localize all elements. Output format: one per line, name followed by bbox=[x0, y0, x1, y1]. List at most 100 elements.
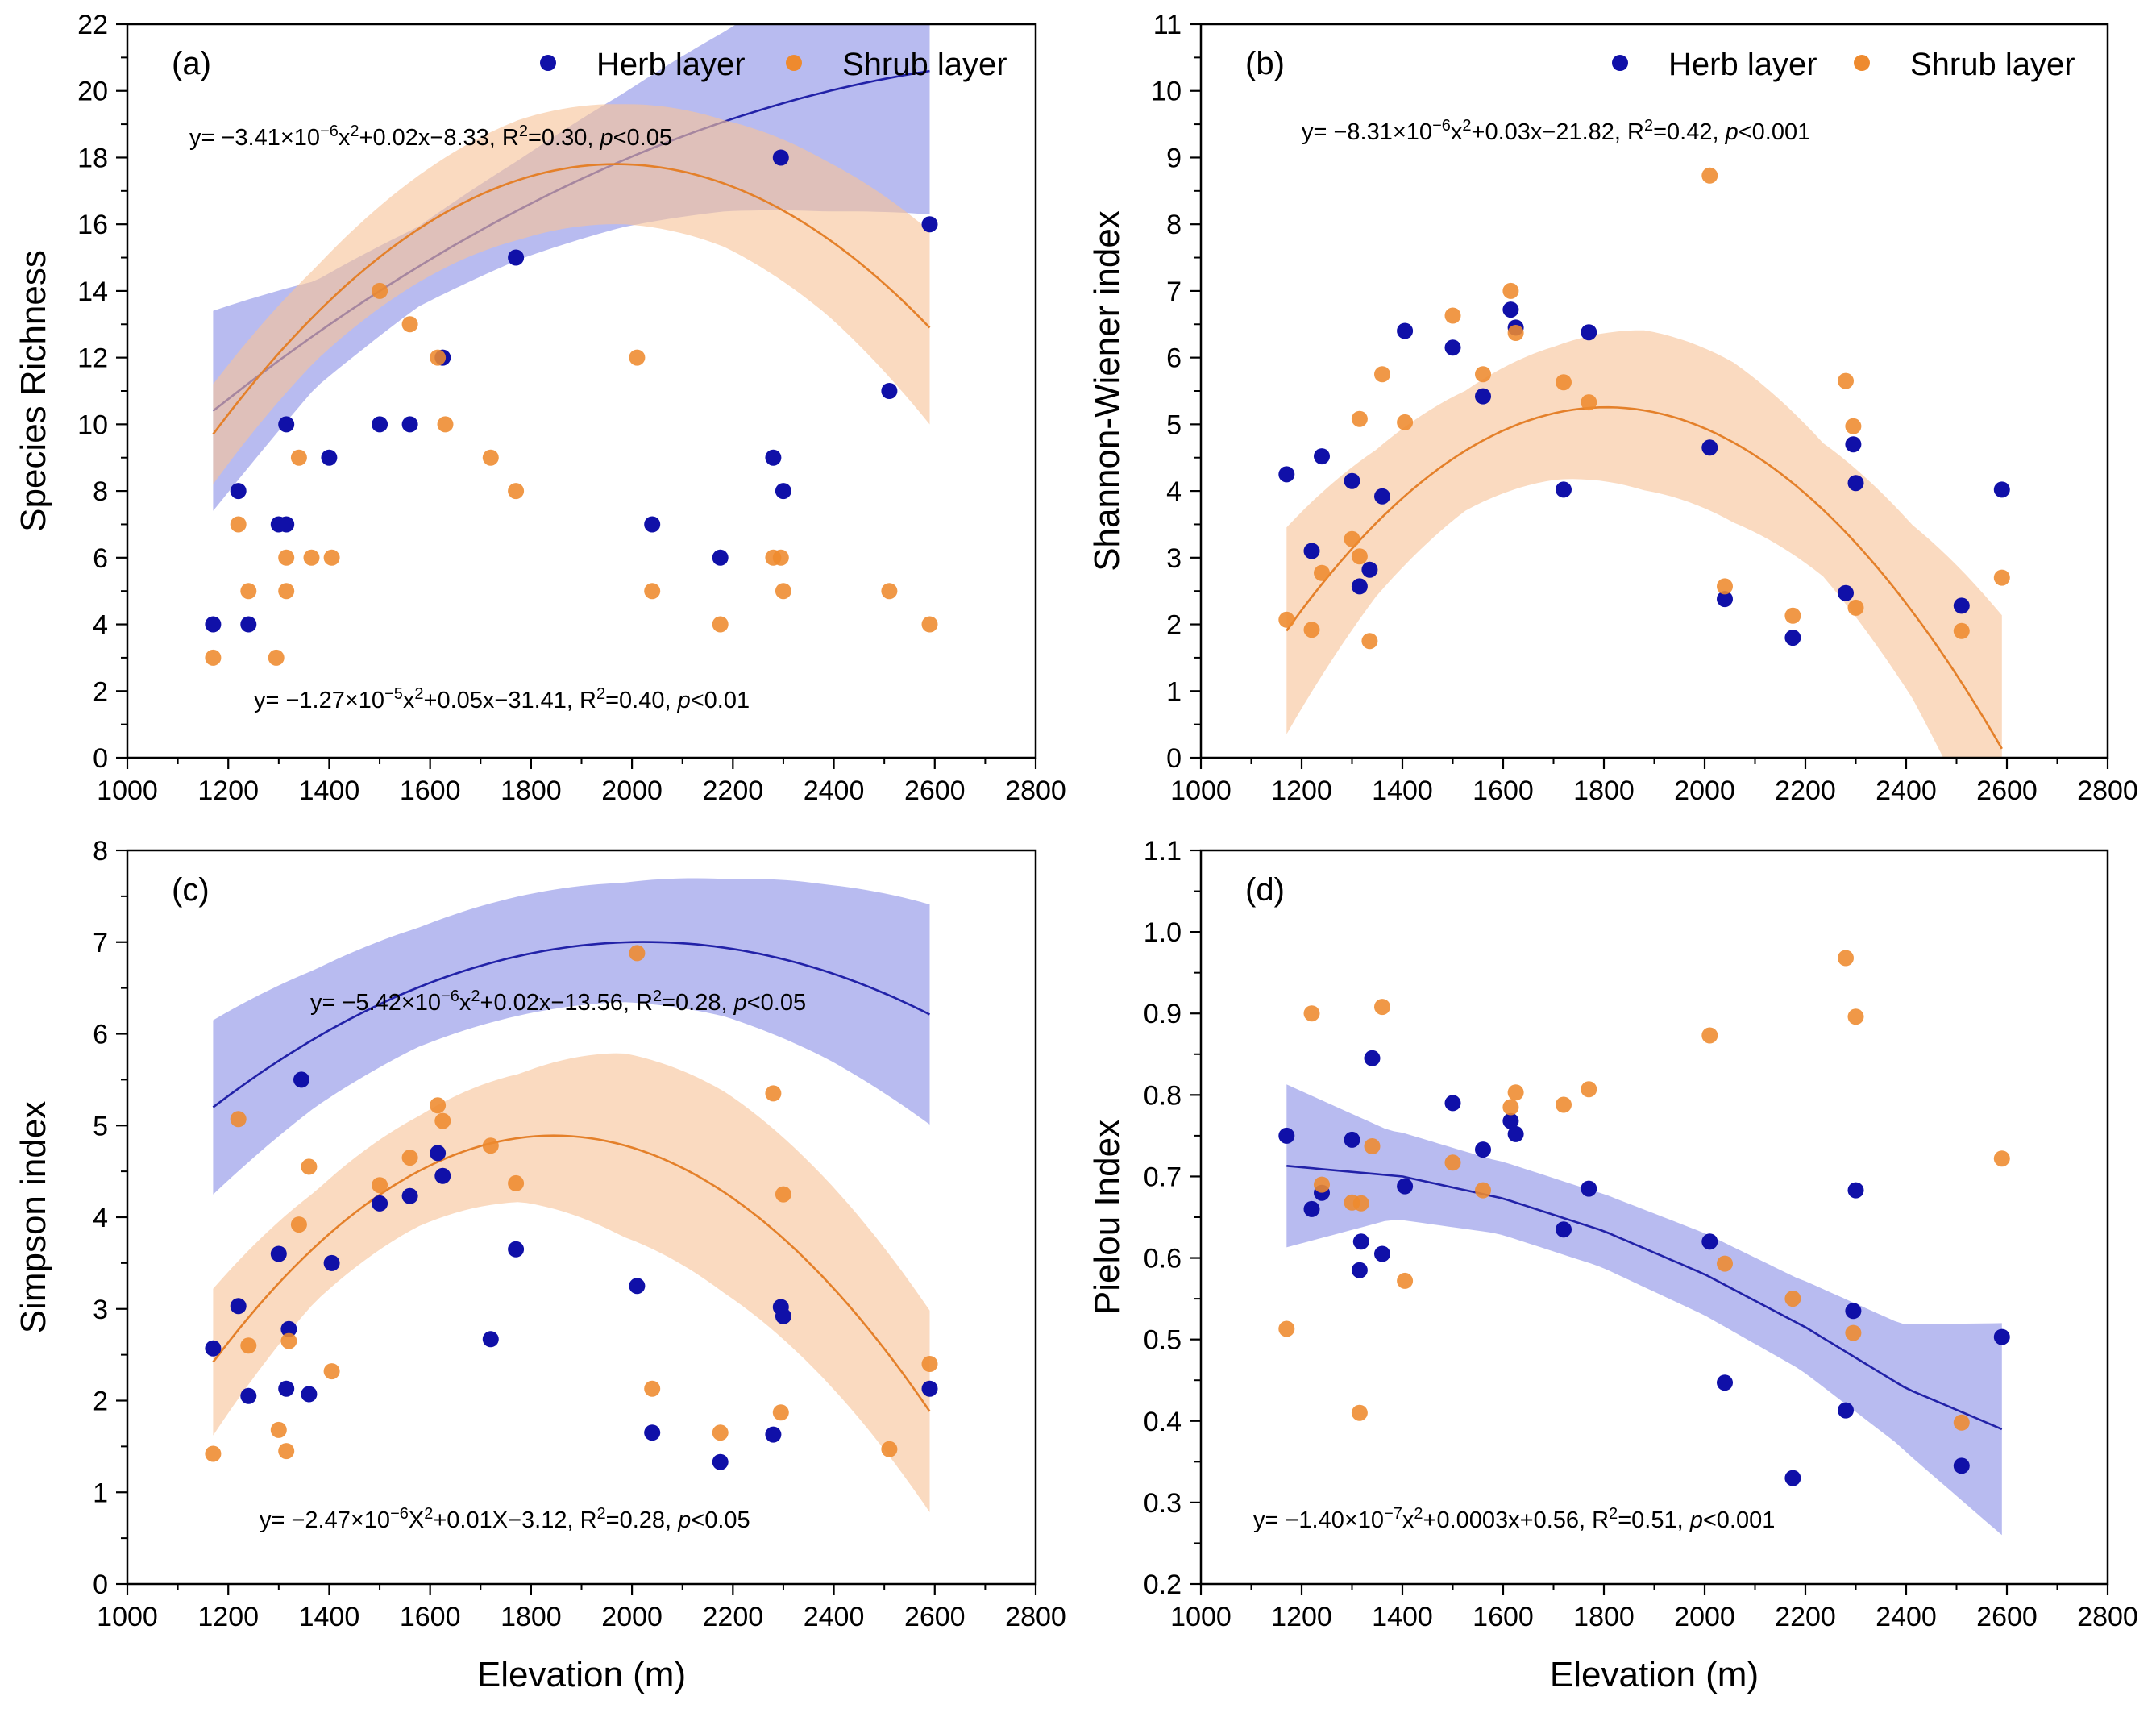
x-tick-label: 2600 bbox=[904, 775, 966, 806]
fit-equation: y= −5.42×10−6x2+0.02x−13.56, R2=0.28, p<… bbox=[310, 987, 806, 1016]
x-tick-label: 1600 bbox=[1473, 1602, 1534, 1632]
data-point-shrub bbox=[1847, 1008, 1864, 1025]
data-point-shrub bbox=[240, 583, 257, 600]
data-point-herb bbox=[881, 383, 898, 399]
data-point-shrub bbox=[1993, 569, 2010, 586]
y-tick-label: 6 bbox=[93, 543, 108, 574]
data-point-herb bbox=[1361, 561, 1378, 578]
fit-line-herb bbox=[212, 941, 931, 1108]
y-tick-label: 20 bbox=[77, 77, 108, 107]
y-tick-label: 10 bbox=[77, 410, 108, 440]
data-point-herb bbox=[1278, 1127, 1295, 1144]
data-point-herb bbox=[1556, 481, 1572, 498]
data-point-shrub bbox=[775, 1186, 791, 1203]
panel-b: 1000 1200 1400 1600 1800 2000 2200 2400 2600 2800… bbox=[1087, 10, 2138, 806]
data-point-herb bbox=[323, 1254, 340, 1271]
data-point-shrub bbox=[482, 1137, 499, 1154]
data-point-shrub bbox=[508, 1174, 525, 1191]
y-tick-label: 14 bbox=[77, 276, 108, 307]
data-point-shrub bbox=[1352, 1195, 1369, 1212]
data-point-shrub bbox=[1314, 564, 1330, 581]
fit-line-shrub bbox=[212, 163, 931, 435]
legend-label-shrub: Shrub layer bbox=[1910, 47, 2075, 82]
y-tick-label: 9 bbox=[1166, 143, 1182, 173]
data-point-herb bbox=[921, 1380, 938, 1397]
data-point-herb bbox=[401, 416, 418, 433]
x-tick-label: 2600 bbox=[1976, 1602, 2038, 1632]
data-point-herb bbox=[1717, 591, 1733, 608]
data-point-shrub bbox=[881, 1441, 898, 1457]
data-point-shrub bbox=[278, 549, 295, 566]
data-point-herb bbox=[1374, 1245, 1390, 1262]
data-point-shrub bbox=[270, 1421, 287, 1438]
data-point-herb bbox=[1953, 597, 1970, 614]
data-point-herb bbox=[278, 516, 295, 533]
data-point-herb bbox=[1993, 481, 2010, 498]
data-point-shrub bbox=[430, 1097, 447, 1114]
data-point-shrub bbox=[1475, 1182, 1491, 1199]
data-point-herb bbox=[1838, 584, 1854, 601]
data-point-shrub bbox=[1845, 1324, 1862, 1341]
data-point-herb bbox=[230, 483, 247, 500]
data-point-herb bbox=[1397, 1178, 1414, 1195]
x-tick-label: 2800 bbox=[1005, 775, 1066, 806]
data-point-shrub bbox=[1303, 622, 1320, 638]
data-point-shrub bbox=[1507, 325, 1524, 341]
data-point-herb bbox=[1351, 1262, 1368, 1278]
x-tick-label: 2600 bbox=[1976, 775, 2038, 806]
data-point-shrub bbox=[508, 483, 525, 500]
y-tick-label: 3 bbox=[1166, 543, 1182, 574]
x-tick-label: 1800 bbox=[501, 1602, 562, 1632]
data-point-shrub bbox=[1303, 1005, 1320, 1022]
data-point-herb bbox=[644, 516, 661, 533]
data-point-herb bbox=[240, 1387, 257, 1404]
data-point-shrub bbox=[712, 1424, 729, 1441]
x-tick-label: 1600 bbox=[400, 1602, 461, 1632]
data-point-herb bbox=[321, 449, 338, 466]
data-point-shrub bbox=[644, 583, 661, 600]
y-tick-label: 8 bbox=[1166, 210, 1182, 240]
data-point-herb bbox=[278, 416, 295, 433]
legend-marker-herb bbox=[540, 55, 556, 71]
x-tick-label: 1600 bbox=[400, 775, 461, 806]
y-tick-label: 1.0 bbox=[1144, 917, 1182, 948]
data-point-shrub bbox=[1953, 622, 1970, 639]
data-point-shrub bbox=[1701, 1027, 1718, 1044]
data-point-herb bbox=[280, 1320, 297, 1337]
y-tick-label: 7 bbox=[93, 928, 108, 958]
confidence-band-shrub bbox=[213, 1053, 930, 1512]
data-point-herb bbox=[1847, 475, 1864, 492]
data-point-shrub bbox=[1784, 1291, 1801, 1307]
data-point-herb bbox=[1701, 439, 1718, 456]
data-point-shrub bbox=[1838, 950, 1854, 967]
y-tick-label: 11 bbox=[1153, 10, 1182, 40]
x-tick-label: 2400 bbox=[804, 1602, 865, 1632]
fit-equation: y= −1.27×10−5x2+0.05x−31.41, R2=0.40, p<… bbox=[254, 685, 750, 713]
data-point-herb bbox=[278, 1380, 295, 1397]
data-point-herb bbox=[1303, 543, 1320, 559]
legend-marker-herb bbox=[1612, 55, 1628, 71]
x-tick-label: 2800 bbox=[2077, 1602, 2138, 1632]
x-tick-label: 1200 bbox=[1271, 775, 1332, 806]
data-point-shrub bbox=[644, 1380, 661, 1397]
data-point-herb bbox=[1717, 1374, 1733, 1391]
y-axis-label: Shannon-Wiener index bbox=[1087, 210, 1127, 572]
data-point-herb bbox=[270, 1245, 287, 1262]
x-tick-label: 2000 bbox=[1674, 775, 1735, 806]
data-point-shrub bbox=[1581, 394, 1597, 411]
data-point-shrub bbox=[434, 1112, 451, 1129]
x-tick-label: 1000 bbox=[1170, 1602, 1232, 1632]
data-point-shrub bbox=[1361, 633, 1378, 650]
data-point-herb bbox=[1993, 1328, 2010, 1345]
y-tick-label: 22 bbox=[77, 10, 108, 40]
data-point-shrub bbox=[1314, 1176, 1330, 1193]
data-point-shrub bbox=[1444, 307, 1461, 324]
y-tick-label: 1.1 bbox=[1144, 836, 1182, 867]
panel-label: (a) bbox=[172, 46, 211, 81]
confidence-band-shrub bbox=[1286, 330, 2002, 758]
data-point-shrub bbox=[290, 1216, 307, 1233]
data-point-herb bbox=[1278, 466, 1295, 483]
data-point-herb bbox=[205, 1340, 222, 1357]
data-point-shrub bbox=[772, 1404, 789, 1421]
legend-label-herb: Herb layer bbox=[596, 47, 746, 82]
